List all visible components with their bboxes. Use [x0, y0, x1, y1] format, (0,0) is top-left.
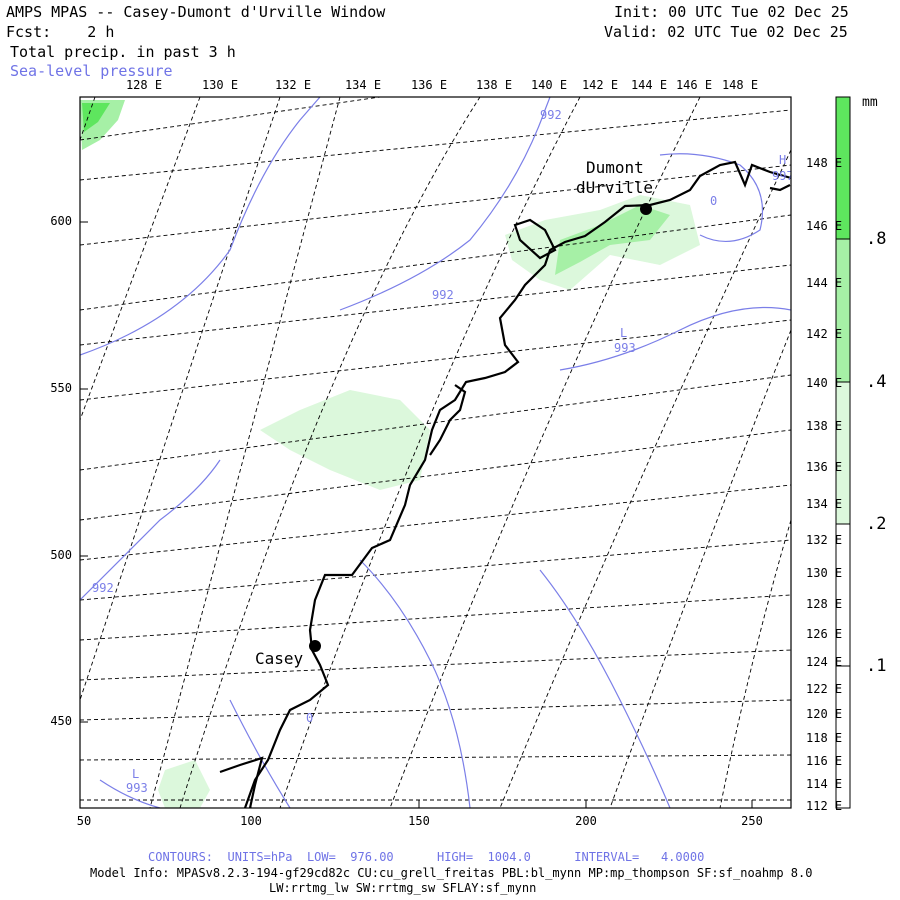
top-lon-label: 134 E: [344, 78, 382, 92]
colorbar-level-04: [836, 239, 850, 382]
contour-label: 992: [540, 108, 562, 122]
top-lon-label: 146 E: [675, 78, 713, 92]
right-lon-label: 132 E: [806, 533, 843, 547]
y-tick-label: 450: [50, 714, 72, 728]
valid-time: Valid: 02 UTC Tue 02 Dec 25: [604, 23, 848, 41]
right-lon-label: 122 E: [806, 682, 843, 696]
precip-area-mid: [260, 390, 430, 490]
right-lon-label: 144 E: [806, 276, 843, 290]
top-lon-label: 144 E: [630, 78, 668, 92]
overlay-name: Sea-level pressure: [10, 62, 173, 80]
colorbar-level-02: [836, 382, 850, 524]
low-center: L: [620, 326, 627, 340]
dumont-label: Dumont: [586, 158, 644, 177]
y-tick-label: 550: [50, 381, 72, 395]
right-lon-label: 118 E: [806, 731, 843, 745]
model-info-physics: LW:rrtmg_lw SW:rrtmg_sw SFLAY:sf_mynn: [269, 881, 537, 895]
precip-shading: [80, 100, 700, 808]
right-lon-label: 130 E: [806, 566, 843, 580]
top-lon-label: 138 E: [475, 78, 513, 92]
right-lon-label: 114 E: [806, 777, 843, 791]
precip-area-nw-core: [82, 103, 110, 132]
map-frame: [79, 96, 792, 809]
right-lon-label: 120 E: [806, 707, 843, 721]
top-lon-label: 140 E: [530, 78, 568, 92]
precip-area-sw: [158, 760, 210, 808]
colorbar-unit: mm: [862, 95, 878, 110]
colorbar-level-01: [836, 524, 850, 666]
contour-info: CONTOURS: UNITS=hPa LOW= 976.00 HIGH= 10…: [148, 850, 705, 864]
casey-label: Casey: [255, 649, 304, 668]
pressure-contours: [80, 97, 791, 808]
durville-label: dUrville: [576, 178, 653, 197]
top-lon-label: 130 E: [201, 78, 239, 92]
right-lon-label: 134 E: [806, 497, 843, 511]
casey-station-dot: [309, 640, 321, 652]
contour-label: 992: [92, 581, 114, 595]
x-tick-label: 50: [76, 814, 92, 828]
lat-lon-grid: [80, 97, 791, 808]
top-lon-label: 136 E: [410, 78, 448, 92]
right-lon-label: 128 E: [806, 597, 843, 611]
axis-ticks: [79, 221, 753, 808]
colorbar-label: .2: [866, 514, 887, 534]
init-time: Init: 00 UTC Tue 02 Dec 25: [614, 3, 849, 21]
colorbar-label: .8: [866, 229, 887, 249]
right-lon-label: 146 E: [806, 219, 843, 233]
coastline: [219, 160, 791, 808]
y-tick-label: 500: [50, 548, 72, 562]
forecast-hour: Fcst: 2 h: [6, 23, 115, 41]
top-lon-label: 142 E: [581, 78, 619, 92]
contour-label: 993: [126, 781, 148, 795]
x-tick-label: 150: [408, 814, 430, 828]
zero-marker: 0: [710, 194, 717, 208]
precip-area-dumont-mid: [555, 205, 670, 275]
contour-label: 992: [432, 288, 454, 302]
right-lon-label: 124 E: [806, 655, 843, 669]
colorbar-label: .4: [866, 372, 887, 392]
x-tick-label: 100: [240, 814, 262, 828]
x-tick-label: 250: [741, 814, 763, 828]
right-lon-label: 126 E: [806, 627, 843, 641]
contour-label: 993: [614, 341, 636, 355]
right-lon-label: 116 E: [806, 754, 843, 768]
zero-marker: 0: [306, 711, 313, 725]
colorbar-level-08: [836, 97, 850, 239]
x-tick-label: 200: [575, 814, 597, 828]
right-lon-label: 136 E: [806, 460, 843, 474]
colorbar-level-00: [836, 666, 850, 808]
right-lon-label: 148 E: [806, 156, 843, 170]
top-lon-label: 128 E: [125, 78, 163, 92]
right-lon-label: 138 E: [806, 419, 843, 433]
contour-label: 997: [772, 169, 794, 183]
top-lon-label: 132 E: [274, 78, 312, 92]
field-name: Total precip. in past 3 h: [10, 43, 236, 61]
right-lon-label: 112 E: [806, 799, 843, 813]
colorbar: [835, 96, 851, 809]
right-lon-label: 140 E: [806, 376, 843, 390]
dumont-durville-station-dot: [640, 203, 652, 215]
map-title: AMPS MPAS -- Casey-Dumont d'Urville Wind…: [6, 3, 386, 21]
right-lon-label: 142 E: [806, 327, 843, 341]
model-info: Model Info: MPASv8.2.3-194-gf29cd82c CU:…: [90, 866, 813, 880]
high-center: H: [779, 153, 786, 167]
low-center: L: [132, 767, 139, 781]
colorbar-label: .1: [866, 656, 887, 676]
top-lon-label: 148 E: [721, 78, 759, 92]
y-tick-label: 600: [50, 214, 72, 228]
